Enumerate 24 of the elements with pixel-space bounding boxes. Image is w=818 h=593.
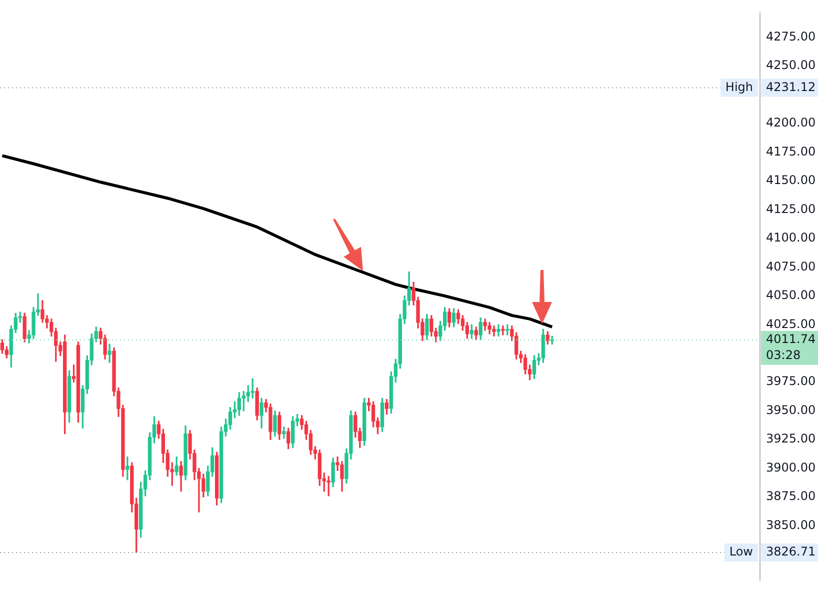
y-tick-label: 4125.00 <box>766 202 816 216</box>
candlestick <box>108 344 112 363</box>
y-tick-label: 4250.00 <box>766 58 816 72</box>
y-tick-label: 4100.00 <box>766 230 816 245</box>
y-tick-label: 4150.00 <box>766 173 816 188</box>
y-tick-label: 4050.00 <box>766 288 816 302</box>
y-tick-label: 4200.00 <box>766 116 816 130</box>
text: 4231.12 <box>766 80 816 94</box>
y-tick-label: 4175.00 <box>766 144 816 158</box>
y-tick-label: 3875.00 <box>766 489 816 504</box>
y-tick-label: 3925.00 <box>766 432 816 446</box>
y-tick-label: 3900.00 <box>766 460 816 474</box>
candlestick <box>501 325 505 336</box>
text: 4011.74 <box>766 332 816 346</box>
y-tick-label: 4025.00 <box>766 316 816 331</box>
y-tick-label: 3975.00 <box>766 374 816 388</box>
y-tick-label: 4075.00 <box>766 259 816 274</box>
y-tick-label: 3950.00 <box>766 402 816 417</box>
text: 3826.71 <box>766 544 816 559</box>
y-tick-label: 4275.00 <box>766 29 816 44</box>
ref-line-label: Low <box>729 544 754 559</box>
text: 03:28 <box>766 348 801 362</box>
ref-line-label: High <box>725 80 754 94</box>
y-tick-label: 3850.00 <box>766 518 816 532</box>
